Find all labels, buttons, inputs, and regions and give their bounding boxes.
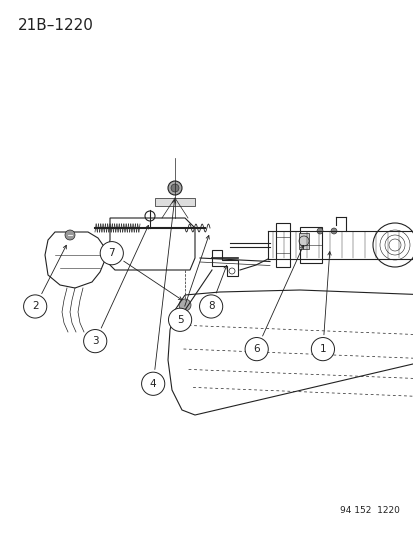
- Circle shape: [244, 337, 268, 361]
- Circle shape: [316, 228, 322, 234]
- Circle shape: [65, 230, 75, 240]
- Circle shape: [178, 299, 190, 311]
- Text: 8: 8: [207, 302, 214, 311]
- Bar: [299, 227, 321, 263]
- Circle shape: [141, 372, 164, 395]
- Circle shape: [311, 337, 334, 361]
- Circle shape: [199, 295, 222, 318]
- Text: 5: 5: [176, 315, 183, 325]
- Text: 1: 1: [319, 344, 325, 354]
- Circle shape: [168, 181, 182, 195]
- Bar: [154, 198, 195, 206]
- Circle shape: [100, 241, 123, 265]
- Circle shape: [24, 295, 47, 318]
- Bar: [298, 233, 308, 249]
- Text: 21B–1220: 21B–1220: [18, 18, 94, 33]
- Circle shape: [83, 329, 107, 353]
- Text: 94 152  1220: 94 152 1220: [339, 506, 399, 515]
- Text: 7: 7: [108, 248, 115, 258]
- Bar: [275, 223, 289, 267]
- Text: 2: 2: [32, 302, 38, 311]
- Text: 6: 6: [253, 344, 259, 354]
- Text: 3: 3: [92, 336, 98, 346]
- Text: 4: 4: [150, 379, 156, 389]
- Circle shape: [330, 228, 336, 234]
- Circle shape: [168, 308, 191, 332]
- Circle shape: [171, 184, 178, 192]
